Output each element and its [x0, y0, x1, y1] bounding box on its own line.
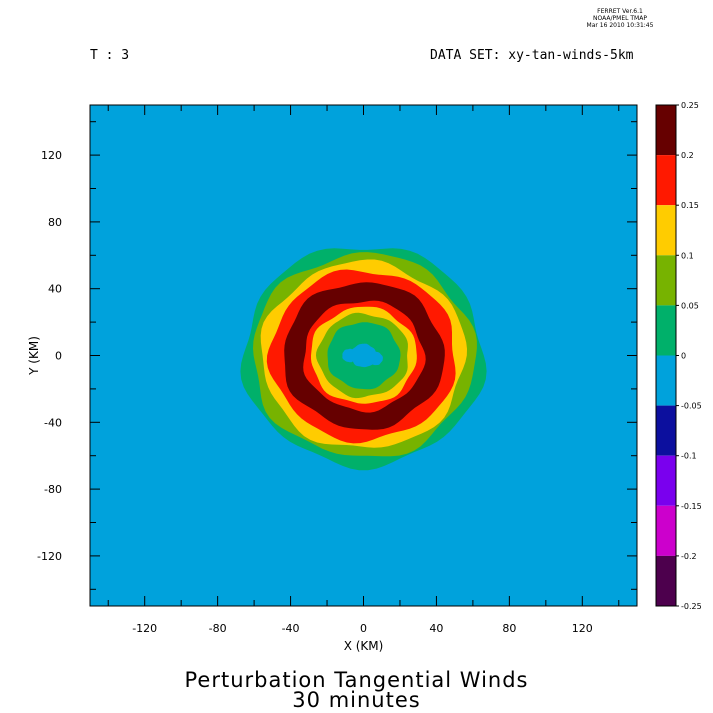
y-tick-label: -40: [44, 416, 62, 429]
x-axis-label: X (KM): [344, 639, 384, 653]
x-tick-label: 80: [502, 622, 516, 635]
dataset-label: DATA SET: xy-tan-winds-5km: [430, 48, 634, 63]
colorbar-label: 0.15: [681, 201, 699, 210]
core-blob-right: [368, 351, 383, 366]
y-axis-label: Y (KM): [27, 336, 41, 376]
x-tick-label: 40: [429, 622, 443, 635]
colorbar-label: -0.2: [681, 552, 697, 561]
ferret-date: Mar 16 2010 10:31:45: [586, 22, 654, 29]
colorbar-swatch: [656, 405, 676, 456]
colorbar-label: -0.15: [681, 502, 702, 511]
colorbar-swatch: [656, 455, 676, 506]
colorbar-swatch: [656, 105, 676, 156]
core-blob-left: [342, 348, 357, 363]
ferret-stamp: FERRET Ver.6.1 NOAA/PMEL TMAP Mar 16 201…: [560, 8, 680, 29]
y-tick-label: 80: [48, 216, 62, 229]
y-tick-label: -120: [37, 550, 62, 563]
colorbar-swatch: [656, 355, 676, 406]
time-label: T : 3: [90, 48, 130, 63]
colorbar-swatch: [656, 155, 676, 206]
x-tick-label: 120: [572, 622, 593, 635]
colorbar-swatch: [656, 505, 676, 556]
ferret-version: FERRET Ver.6.1: [597, 8, 643, 15]
colorbar-label: 0.2: [681, 151, 694, 160]
colorbar-label: 0: [681, 352, 686, 361]
y-tick-label: 0: [55, 350, 62, 363]
colorbar-swatch: [656, 305, 676, 356]
colorbar-swatch: [656, 555, 676, 606]
y-tick-label: 40: [48, 283, 62, 296]
x-tick-label: -40: [282, 622, 300, 635]
x-tick-label: -80: [209, 622, 227, 635]
colorbar-swatch: [656, 255, 676, 306]
colorbar-label: 0.05: [681, 301, 699, 310]
colorbar-label: 0.1: [681, 251, 694, 260]
colorbar-label: 0.25: [681, 101, 699, 110]
chart-subtitle: 30 minutes: [292, 688, 421, 712]
colorbar-label: -0.1: [681, 452, 697, 461]
x-tick-label: -120: [132, 622, 157, 635]
contour-fills: [240, 248, 487, 471]
y-tick-label: -80: [44, 483, 62, 496]
y-tick-label: 120: [41, 149, 62, 162]
colorbar-label: -0.25: [681, 602, 702, 611]
colorbar-swatch: [656, 205, 676, 256]
colorbar-label: -0.05: [681, 402, 702, 411]
x-tick-label: 0: [360, 622, 367, 635]
chart-title: Perturbation Tangential Winds: [184, 668, 529, 692]
ferret-org: NOAA/PMEL TMAP: [593, 15, 647, 22]
